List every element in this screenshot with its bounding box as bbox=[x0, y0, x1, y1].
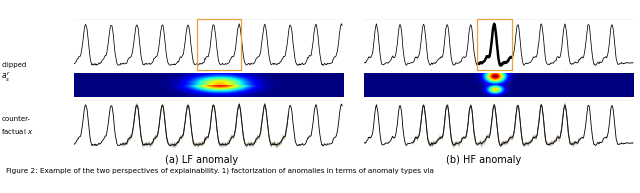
Text: (b) HF anomaly: (b) HF anomaly bbox=[445, 155, 521, 165]
Text: $a_s^r$: $a_s^r$ bbox=[1, 70, 11, 84]
Text: 1000: 1000 bbox=[425, 77, 438, 82]
Text: Figure 2: Example of the two perspectives of explainability. 1) factorization of: Figure 2: Example of the two perspective… bbox=[6, 168, 435, 174]
Text: 2000: 2000 bbox=[559, 77, 573, 82]
Text: factual $x$: factual $x$ bbox=[1, 127, 34, 136]
Bar bbox=[477, 19, 513, 70]
Text: 300: 300 bbox=[202, 77, 212, 82]
Text: (a) LF anomaly: (a) LF anomaly bbox=[165, 155, 238, 165]
Text: counter-: counter- bbox=[1, 116, 30, 122]
Text: clipped: clipped bbox=[1, 62, 26, 68]
Bar bbox=[198, 19, 241, 70]
